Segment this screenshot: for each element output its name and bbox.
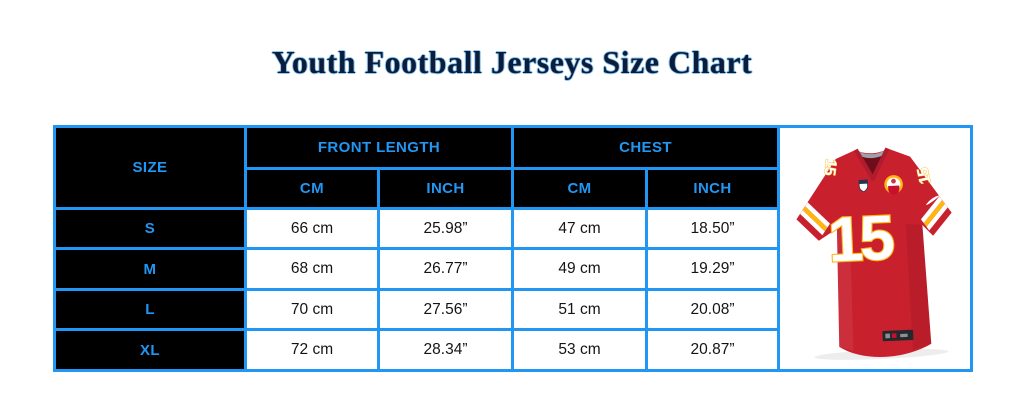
chest-cm: 47 cm [511,206,649,251]
nfl-shield-logo [858,179,869,193]
front-cm: 68 cm [244,247,380,291]
collar-vneck-trim [854,147,890,181]
front-cm: 72 cm [244,328,380,372]
size-label: S [53,206,247,251]
chest-inch: 18.50” [645,206,781,251]
chest-cm: 51 cm [511,287,649,332]
jersey-shading [836,223,932,351]
size-label: L [53,287,247,332]
table-row-m: M 68 cm 26.77” 49 cm 19.29” [53,247,972,291]
table-row-s: S 66 cm 25.98” 47 cm 18.50” [53,206,972,251]
header-row-groups: SIZE FRONT LENGTH CHEST [53,125,974,372]
chest-inch: 20.87” [645,328,781,372]
chest-number: 15 [827,203,895,276]
front-cm: 70 cm [244,287,380,332]
table-row-l: L 70 cm 27.56” 51 cm 20.08” [53,287,972,332]
page-title: Youth Football Jerseys Size Chart [271,44,753,80]
front-inch: 25.98” [376,206,515,251]
col-header-chest-cm: CM [511,166,649,211]
header-row-units: CM INCH CM INCH [55,166,972,211]
swoosh-icon [926,194,941,206]
front-inch: 26.77” [376,247,515,291]
col-header-front-cm: CM [244,166,380,211]
size-label: M [53,247,247,291]
right-shoulder-number: 15 [914,165,934,185]
sleeve-stripes [800,196,948,236]
jersey-body [796,148,952,357]
front-cm: 66 cm [244,206,380,251]
col-header-chest: CHEST [511,125,781,170]
front-inch: 28.34” [376,328,515,372]
col-header-size: SIZE [53,125,247,210]
size-chart-table: SIZE FRONT LENGTH CHEST [53,125,974,372]
jersey-illustration: 15 15 [796,147,952,360]
collar-inner-gray [858,150,885,159]
front-inch: 27.56” [376,287,515,332]
chest-cm: 53 cm [511,328,649,372]
size-label: XL [53,328,247,372]
jersey-image-cell: 15 15 [777,125,974,372]
team-patch [884,175,903,195]
col-header-chest-inch: INCH [645,166,781,211]
table-row-xl: XL 72 cm 28.34” 53 cm 20.87” [53,328,972,372]
chest-inch: 20.08” [645,287,781,332]
col-header-front-length: FRONT LENGTH [243,125,515,170]
col-header-front-inch: INCH [376,166,515,211]
collar-opening [857,150,886,180]
left-shoulder-number: 15 [820,158,839,177]
chest-cm: 49 cm [511,247,649,291]
chest-inch: 19.29” [645,247,781,291]
jersey-product-image: 15 15 [782,130,968,367]
jock-tag [882,329,914,342]
